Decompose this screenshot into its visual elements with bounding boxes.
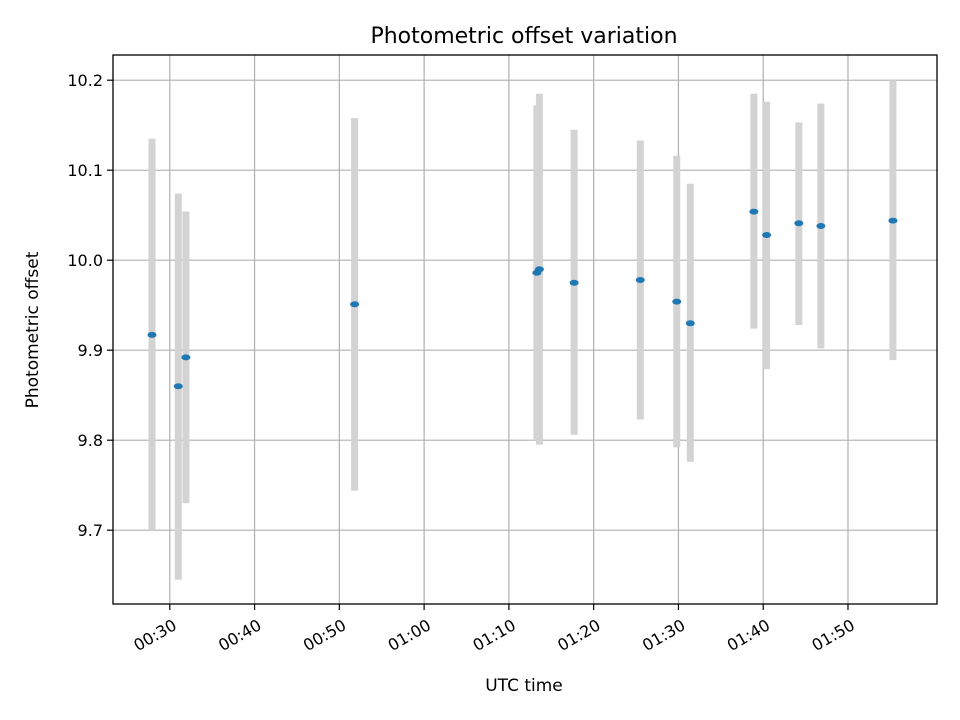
y-tick-label: 9.8 xyxy=(78,431,103,450)
y-axis-ticks: 9.7 9.8 9.9 10.0 10.1 10.2 xyxy=(67,71,113,540)
data-point xyxy=(749,208,759,215)
grid xyxy=(113,55,937,604)
x-axis-label: UTC time xyxy=(485,676,563,696)
data-point xyxy=(350,301,360,308)
data-point xyxy=(762,232,772,238)
x-axis-ticks: 00:30 00:40 00:50 01:00 01:10 01:20 01:30 01:40… xyxy=(130,604,858,655)
data-point xyxy=(173,383,183,390)
data-point xyxy=(635,277,645,283)
x-tick-label: 00:30 xyxy=(130,615,179,655)
x-tick-label: 01:40 xyxy=(724,615,773,655)
data-point xyxy=(888,217,898,224)
y-tick-label: 10.2 xyxy=(67,71,103,90)
x-tick-label: 01:20 xyxy=(554,615,603,655)
data-point xyxy=(794,220,804,227)
y-tick-label: 9.9 xyxy=(78,341,103,360)
x-tick-label: 00:40 xyxy=(215,615,264,655)
plot-frame xyxy=(112,54,938,605)
y-tick-label: 10.0 xyxy=(67,251,103,270)
data-point xyxy=(685,320,695,327)
data-point xyxy=(672,298,682,305)
error-bars xyxy=(148,80,897,580)
y-tick-label: 9.7 xyxy=(78,521,103,540)
x-tick-label: 01:50 xyxy=(809,615,858,655)
y-axis-label: Photometric offset xyxy=(23,251,43,408)
data-point xyxy=(147,331,157,338)
data-point xyxy=(569,279,579,286)
chart-title: Photometric offset variation xyxy=(370,24,677,49)
y-tick-label: 10.1 xyxy=(67,161,103,180)
data-points xyxy=(147,208,898,390)
data-point xyxy=(181,354,191,361)
x-tick-label: 01:00 xyxy=(385,615,434,655)
data-point xyxy=(534,266,544,273)
x-tick-label: 01:10 xyxy=(469,615,518,655)
x-tick-label: 00:50 xyxy=(300,615,349,655)
x-tick-label: 01:30 xyxy=(639,615,688,655)
data-point xyxy=(816,223,826,229)
